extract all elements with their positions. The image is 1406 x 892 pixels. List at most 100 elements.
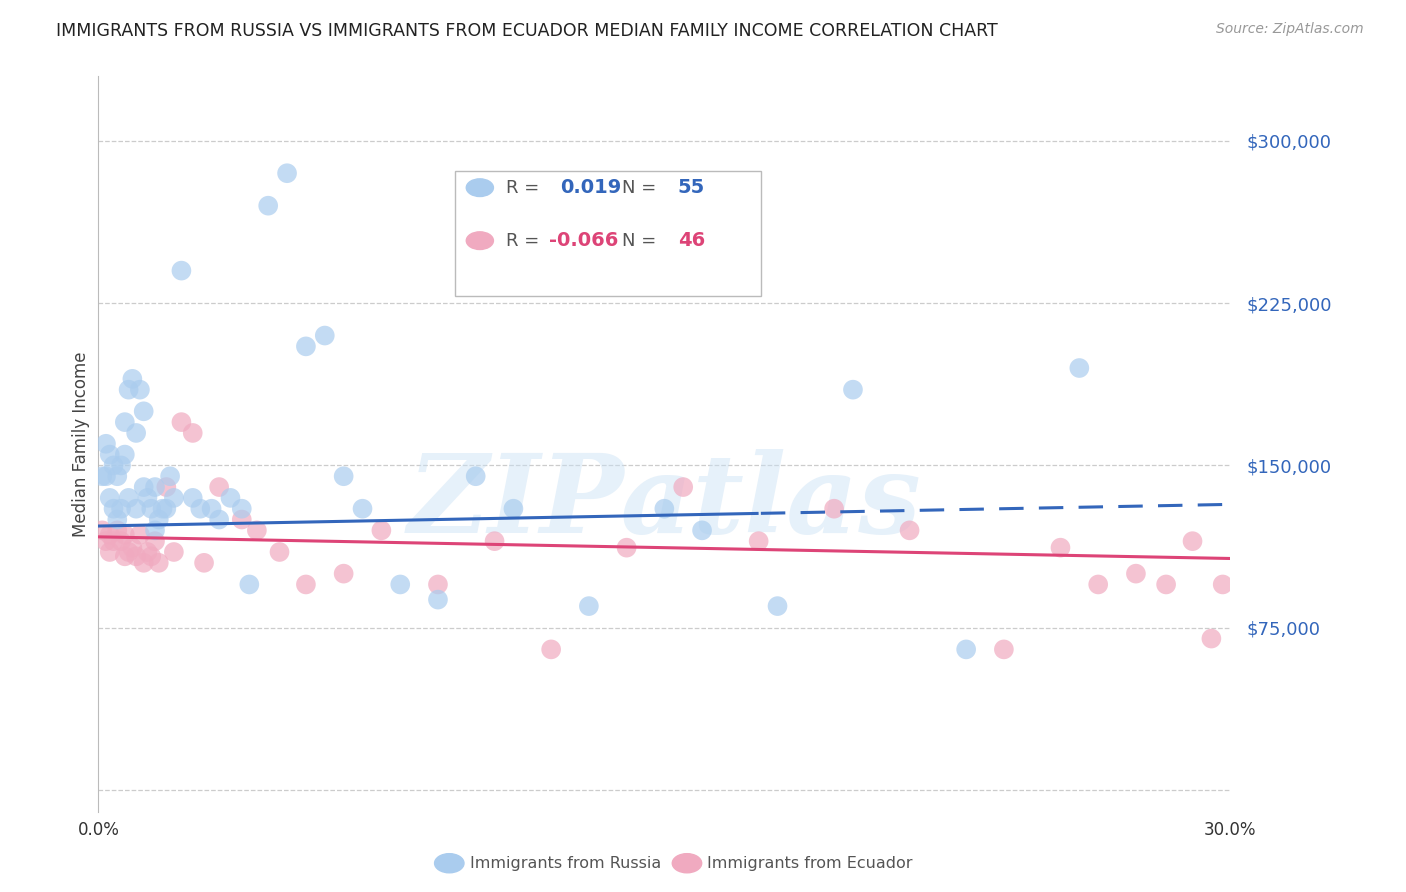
Point: [332, 566, 354, 581]
Point: [993, 642, 1015, 657]
Point: [91, 524, 114, 538]
Point: [110, 501, 132, 516]
Point: [117, 491, 139, 505]
Point: [94, 534, 117, 549]
Point: [114, 549, 136, 564]
Point: [238, 577, 260, 591]
Point: [208, 480, 231, 494]
Point: [143, 480, 166, 494]
Point: [208, 512, 231, 526]
Point: [1125, 566, 1147, 581]
Point: [136, 491, 159, 505]
Point: [152, 501, 174, 516]
Point: [389, 577, 412, 591]
Point: [121, 541, 143, 555]
Point: [616, 541, 638, 555]
Point: [201, 501, 224, 516]
Point: [132, 404, 155, 418]
Point: [690, 524, 713, 538]
Point: [652, 501, 676, 516]
Point: [103, 501, 125, 516]
Text: N =: N =: [623, 178, 662, 196]
Point: [159, 469, 181, 483]
Point: [114, 448, 136, 462]
Point: [125, 501, 148, 516]
Point: [219, 491, 242, 505]
Point: [295, 577, 318, 591]
Point: [502, 501, 524, 516]
Point: [114, 415, 136, 429]
Point: [231, 512, 253, 526]
Point: [125, 549, 148, 564]
Point: [427, 577, 450, 591]
Text: Source: ZipAtlas.com: Source: ZipAtlas.com: [1216, 22, 1364, 37]
Point: [276, 166, 298, 180]
Point: [898, 524, 921, 538]
Text: -0.066: -0.066: [548, 231, 619, 250]
Point: [1212, 577, 1234, 591]
Point: [105, 524, 128, 538]
Point: [129, 527, 152, 541]
Point: [332, 469, 354, 483]
Point: [141, 549, 163, 564]
Point: [748, 534, 770, 549]
Point: [121, 372, 143, 386]
Point: [114, 527, 136, 541]
Point: [540, 642, 562, 657]
Text: ZIPatlas: ZIPatlas: [408, 449, 921, 557]
Point: [148, 512, 170, 526]
Point: [105, 512, 128, 526]
Point: [98, 527, 121, 541]
Text: Immigrants from Ecuador: Immigrants from Ecuador: [707, 855, 912, 871]
Point: [188, 501, 211, 516]
Point: [823, 501, 845, 516]
Text: R =: R =: [506, 178, 546, 196]
Text: R =: R =: [506, 232, 546, 250]
Point: [148, 556, 170, 570]
Text: 46: 46: [678, 231, 706, 250]
Point: [1181, 534, 1204, 549]
Point: [125, 425, 148, 440]
Point: [117, 545, 139, 559]
Point: [143, 534, 166, 549]
Y-axis label: Median Family Income: Median Family Income: [72, 351, 90, 536]
Point: [141, 501, 163, 516]
Point: [94, 436, 117, 450]
Point: [163, 545, 186, 559]
Point: [464, 469, 486, 483]
Point: [103, 534, 125, 549]
Point: [246, 524, 269, 538]
Point: [110, 458, 132, 473]
Point: [110, 534, 132, 549]
Point: [155, 501, 177, 516]
Circle shape: [434, 854, 464, 872]
Circle shape: [467, 232, 494, 250]
Circle shape: [672, 854, 702, 872]
Point: [94, 469, 117, 483]
Point: [1087, 577, 1109, 591]
Point: [170, 263, 193, 277]
Point: [842, 383, 865, 397]
Point: [103, 458, 125, 473]
Point: [170, 415, 193, 429]
Point: [1201, 632, 1223, 646]
Point: [1049, 541, 1071, 555]
Point: [257, 199, 280, 213]
Point: [1069, 361, 1091, 376]
Text: 0.019: 0.019: [560, 178, 621, 197]
Text: 55: 55: [678, 178, 706, 197]
Point: [352, 501, 374, 516]
Point: [98, 545, 121, 559]
Point: [231, 501, 253, 516]
Point: [427, 592, 450, 607]
Point: [484, 534, 506, 549]
Point: [1154, 577, 1177, 591]
Point: [117, 383, 139, 397]
Text: IMMIGRANTS FROM RUSSIA VS IMMIGRANTS FROM ECUADOR MEDIAN FAMILY INCOME CORRELATI: IMMIGRANTS FROM RUSSIA VS IMMIGRANTS FRO…: [56, 22, 998, 40]
Point: [955, 642, 977, 657]
Point: [163, 491, 186, 505]
FancyBboxPatch shape: [456, 171, 761, 296]
Point: [98, 448, 121, 462]
Point: [91, 469, 114, 483]
Point: [193, 556, 215, 570]
